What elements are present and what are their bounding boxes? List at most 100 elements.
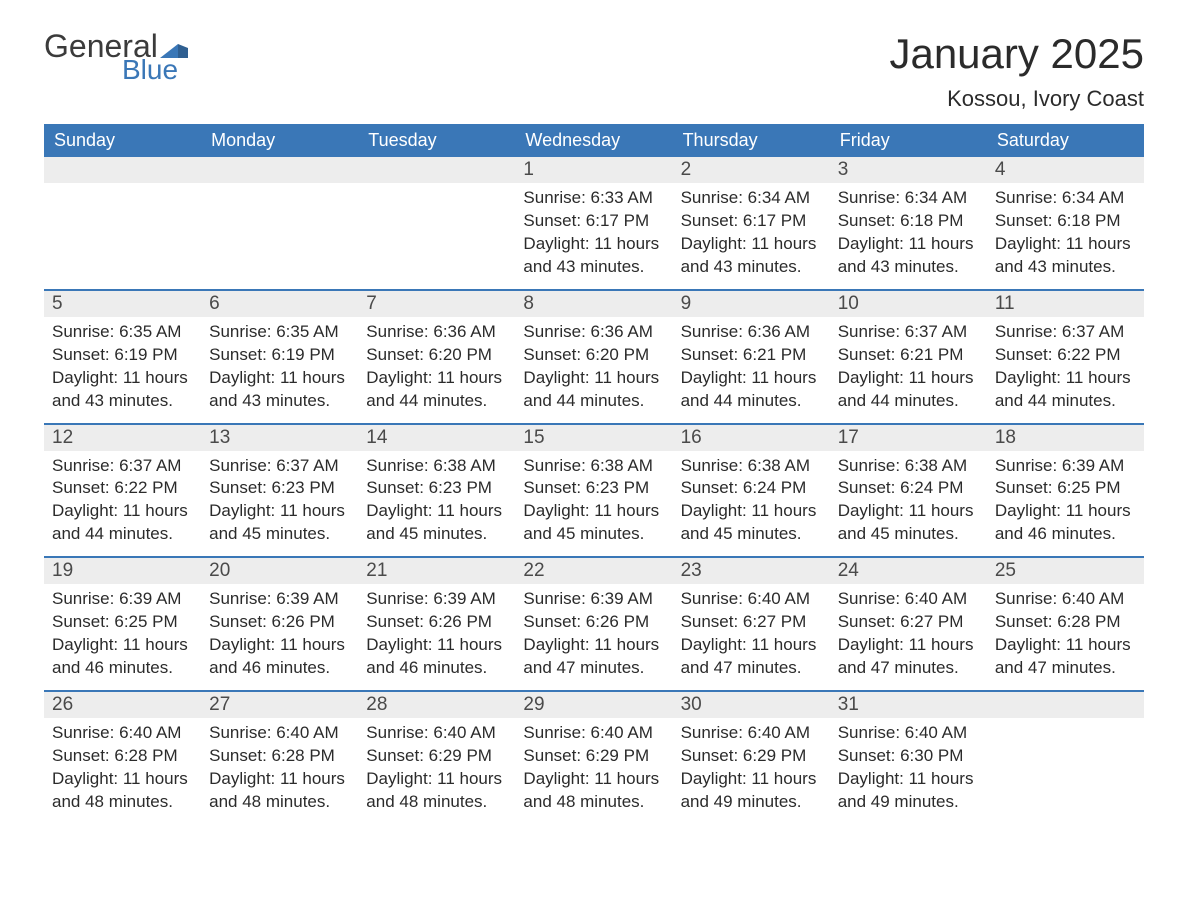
day-number xyxy=(201,157,358,183)
sunset-line: Sunset: 6:21 PM xyxy=(681,344,822,367)
day-number: 20 xyxy=(201,558,358,584)
sunset-line: Sunset: 6:26 PM xyxy=(209,611,350,634)
day-number: 10 xyxy=(830,291,987,317)
sunrise-line: Sunrise: 6:35 AM xyxy=(209,321,350,344)
calendar-week-row: 26Sunrise: 6:40 AMSunset: 6:28 PMDayligh… xyxy=(44,690,1144,824)
day-details: Sunrise: 6:40 AMSunset: 6:29 PMDaylight:… xyxy=(673,718,830,824)
day-details: Sunrise: 6:34 AMSunset: 6:17 PMDaylight:… xyxy=(673,183,830,289)
day-details: Sunrise: 6:36 AMSunset: 6:20 PMDaylight:… xyxy=(515,317,672,423)
sunrise-line: Sunrise: 6:40 AM xyxy=(681,588,822,611)
calendar-day-cell xyxy=(358,157,515,289)
calendar-day-cell: 16Sunrise: 6:38 AMSunset: 6:24 PMDayligh… xyxy=(673,425,830,557)
sunrise-line: Sunrise: 6:33 AM xyxy=(523,187,664,210)
calendar-week-row: 5Sunrise: 6:35 AMSunset: 6:19 PMDaylight… xyxy=(44,289,1144,423)
daylight-line: Daylight: 11 hours and 46 minutes. xyxy=(209,634,350,680)
day-details: Sunrise: 6:37 AMSunset: 6:22 PMDaylight:… xyxy=(44,451,201,557)
sunrise-line: Sunrise: 6:36 AM xyxy=(523,321,664,344)
day-number: 18 xyxy=(987,425,1144,451)
sunset-line: Sunset: 6:19 PM xyxy=(209,344,350,367)
day-details: Sunrise: 6:37 AMSunset: 6:23 PMDaylight:… xyxy=(201,451,358,557)
day-number: 22 xyxy=(515,558,672,584)
calendar-day-cell: 14Sunrise: 6:38 AMSunset: 6:23 PMDayligh… xyxy=(358,425,515,557)
day-number: 17 xyxy=(830,425,987,451)
sunrise-line: Sunrise: 6:37 AM xyxy=(838,321,979,344)
sunset-line: Sunset: 6:23 PM xyxy=(209,477,350,500)
daylight-line: Daylight: 11 hours and 47 minutes. xyxy=(523,634,664,680)
sunrise-line: Sunrise: 6:37 AM xyxy=(209,455,350,478)
sunset-line: Sunset: 6:18 PM xyxy=(995,210,1136,233)
day-number: 7 xyxy=(358,291,515,317)
calendar-day-cell: 12Sunrise: 6:37 AMSunset: 6:22 PMDayligh… xyxy=(44,425,201,557)
sunset-line: Sunset: 6:29 PM xyxy=(366,745,507,768)
calendar-day-cell: 5Sunrise: 6:35 AMSunset: 6:19 PMDaylight… xyxy=(44,291,201,423)
day-number xyxy=(358,157,515,183)
day-number: 14 xyxy=(358,425,515,451)
day-number: 26 xyxy=(44,692,201,718)
sunrise-line: Sunrise: 6:35 AM xyxy=(52,321,193,344)
day-number: 16 xyxy=(673,425,830,451)
daylight-line: Daylight: 11 hours and 48 minutes. xyxy=(209,768,350,814)
sunset-line: Sunset: 6:17 PM xyxy=(681,210,822,233)
sunset-line: Sunset: 6:26 PM xyxy=(366,611,507,634)
sunset-line: Sunset: 6:22 PM xyxy=(995,344,1136,367)
calendar-day-cell: 25Sunrise: 6:40 AMSunset: 6:28 PMDayligh… xyxy=(987,558,1144,690)
daylight-line: Daylight: 11 hours and 43 minutes. xyxy=(838,233,979,279)
sunrise-line: Sunrise: 6:39 AM xyxy=(366,588,507,611)
day-details: Sunrise: 6:34 AMSunset: 6:18 PMDaylight:… xyxy=(987,183,1144,289)
sunset-line: Sunset: 6:28 PM xyxy=(995,611,1136,634)
weekday-header-cell: Thursday xyxy=(673,124,830,157)
calendar-day-cell: 23Sunrise: 6:40 AMSunset: 6:27 PMDayligh… xyxy=(673,558,830,690)
sunrise-line: Sunrise: 6:40 AM xyxy=(209,722,350,745)
sunrise-line: Sunrise: 6:37 AM xyxy=(995,321,1136,344)
daylight-line: Daylight: 11 hours and 45 minutes. xyxy=(523,500,664,546)
sunset-line: Sunset: 6:23 PM xyxy=(523,477,664,500)
sunset-line: Sunset: 6:29 PM xyxy=(681,745,822,768)
day-number: 4 xyxy=(987,157,1144,183)
daylight-line: Daylight: 11 hours and 47 minutes. xyxy=(681,634,822,680)
calendar-day-cell: 2Sunrise: 6:34 AMSunset: 6:17 PMDaylight… xyxy=(673,157,830,289)
calendar-day-cell: 19Sunrise: 6:39 AMSunset: 6:25 PMDayligh… xyxy=(44,558,201,690)
sunset-line: Sunset: 6:24 PM xyxy=(838,477,979,500)
day-number: 3 xyxy=(830,157,987,183)
sunset-line: Sunset: 6:23 PM xyxy=(366,477,507,500)
daylight-line: Daylight: 11 hours and 43 minutes. xyxy=(52,367,193,413)
weekday-header-cell: Tuesday xyxy=(358,124,515,157)
sunrise-line: Sunrise: 6:39 AM xyxy=(209,588,350,611)
daylight-line: Daylight: 11 hours and 46 minutes. xyxy=(995,500,1136,546)
daylight-line: Daylight: 11 hours and 48 minutes. xyxy=(52,768,193,814)
location-subtitle: Kossou, Ivory Coast xyxy=(889,86,1144,112)
sunrise-line: Sunrise: 6:39 AM xyxy=(995,455,1136,478)
weekday-header-cell: Monday xyxy=(201,124,358,157)
daylight-line: Daylight: 11 hours and 46 minutes. xyxy=(52,634,193,680)
sunrise-line: Sunrise: 6:37 AM xyxy=(52,455,193,478)
daylight-line: Daylight: 11 hours and 43 minutes. xyxy=(995,233,1136,279)
calendar-day-cell: 13Sunrise: 6:37 AMSunset: 6:23 PMDayligh… xyxy=(201,425,358,557)
daylight-line: Daylight: 11 hours and 45 minutes. xyxy=(838,500,979,546)
sunset-line: Sunset: 6:26 PM xyxy=(523,611,664,634)
day-details: Sunrise: 6:40 AMSunset: 6:30 PMDaylight:… xyxy=(830,718,987,824)
day-details: Sunrise: 6:40 AMSunset: 6:27 PMDaylight:… xyxy=(673,584,830,690)
weekday-header-row: SundayMondayTuesdayWednesdayThursdayFrid… xyxy=(44,124,1144,157)
sunset-line: Sunset: 6:20 PM xyxy=(366,344,507,367)
day-details: Sunrise: 6:38 AMSunset: 6:23 PMDaylight:… xyxy=(358,451,515,557)
calendar-day-cell: 8Sunrise: 6:36 AMSunset: 6:20 PMDaylight… xyxy=(515,291,672,423)
day-details: Sunrise: 6:39 AMSunset: 6:26 PMDaylight:… xyxy=(358,584,515,690)
calendar-day-cell: 28Sunrise: 6:40 AMSunset: 6:29 PMDayligh… xyxy=(358,692,515,824)
title-block: January 2025 Kossou, Ivory Coast xyxy=(889,30,1144,112)
calendar-week-row: 1 Sunrise: 6:33 AM Sunset: 6:17 PM Daylight… xyxy=(44,157,1144,289)
calendar-day-cell: 6Sunrise: 6:35 AMSunset: 6:19 PMDaylight… xyxy=(201,291,358,423)
weekday-header-cell: Sunday xyxy=(44,124,201,157)
sunrise-line: Sunrise: 6:40 AM xyxy=(366,722,507,745)
calendar-day-cell: 31Sunrise: 6:40 AMSunset: 6:30 PMDayligh… xyxy=(830,692,987,824)
sunrise-line: Sunrise: 6:40 AM xyxy=(52,722,193,745)
calendar-day-cell: 20 Sunrise: 6:39 AMSunset: 6:26 PMDayligh… xyxy=(201,558,358,690)
day-details: Sunrise: 6:37 AMSunset: 6:21 PMDaylight:… xyxy=(830,317,987,423)
calendar-day-cell: 29Sunrise: 6:40 AMSunset: 6:29 PMDayligh… xyxy=(515,692,672,824)
daylight-line: Daylight: 11 hours and 43 minutes. xyxy=(523,233,664,279)
sunrise-line: Sunrise: 6:36 AM xyxy=(366,321,507,344)
day-details: Sunrise: 6:40 AMSunset: 6:29 PMDaylight:… xyxy=(358,718,515,824)
sunrise-line: Sunrise: 6:38 AM xyxy=(681,455,822,478)
day-number: 1 xyxy=(515,157,672,183)
sunset-line: Sunset: 6:29 PM xyxy=(523,745,664,768)
calendar-week-row: 12Sunrise: 6:37 AMSunset: 6:22 PMDayligh… xyxy=(44,423,1144,557)
